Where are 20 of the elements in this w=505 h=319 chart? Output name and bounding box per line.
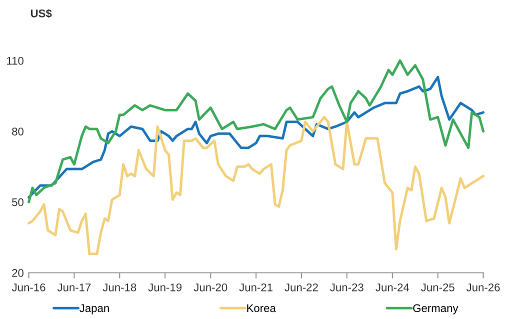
y-tick-label: 80 [12,128,24,136]
x-tick-label: Jun-16 [12,283,46,292]
x-tick-label: Jun-21 [239,283,272,292]
x-tick-label: Jun-19 [148,283,182,292]
x-tick-label: Jun-26 [466,283,500,292]
legend-label: Korea [247,304,276,312]
x-tick-label: Jun-23 [330,283,364,292]
legend-label: Germany [413,304,458,314]
x-tick-label: Jun-22 [284,283,318,292]
x-tick-label: Jun-20 [194,283,228,292]
line-series [28,116,485,256]
x-tick-label: Jun-18 [102,283,136,292]
x-tick-label: Jun-25 [421,283,454,292]
legend-label: Japan [80,304,109,314]
x-tick-label: Jun-17 [57,284,91,292]
y-axis-title: US$ [30,8,52,18]
x-tick-label: Jun-24 [376,283,410,292]
y-tick-label: 50 [12,198,24,206]
y-tick-label: 20 [12,269,24,277]
y-tick-label: 110 [7,56,24,65]
